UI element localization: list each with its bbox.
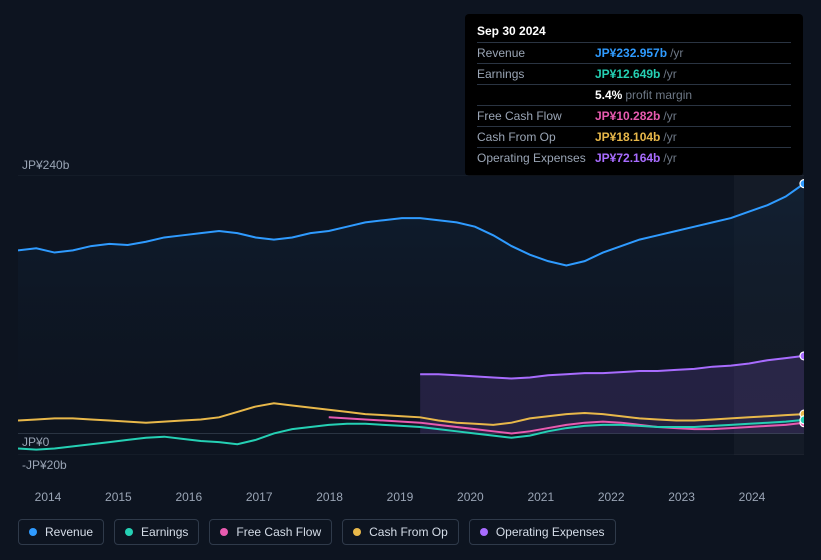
tooltip-suffix: /yr xyxy=(663,65,676,83)
legend-dot-icon xyxy=(220,528,228,536)
tooltip-suffix: /yr xyxy=(663,128,676,146)
tooltip-metric-value: JP¥18.104b xyxy=(595,128,660,146)
y-axis-label: -JP¥20b xyxy=(22,458,67,472)
legend-dot-icon xyxy=(29,528,37,536)
legend-label: Free Cash Flow xyxy=(236,525,321,539)
tooltip-row: Cash From OpJP¥18.104b/yr xyxy=(477,126,791,147)
tooltip-metric-value: 5.4% xyxy=(595,86,622,104)
tooltip-suffix: /yr xyxy=(663,107,676,125)
x-axis-label: 2022 xyxy=(598,490,625,504)
legend-item[interactable]: Operating Expenses xyxy=(469,519,616,545)
x-axis-label: 2024 xyxy=(739,490,766,504)
tooltip-suffix: /yr xyxy=(670,44,683,62)
tooltip-date: Sep 30 2024 xyxy=(477,22,791,40)
financials-chart xyxy=(18,175,804,455)
legend-item[interactable]: Earnings xyxy=(114,519,199,545)
tooltip-metric-value: JP¥232.957b xyxy=(595,44,667,62)
x-axis-label: 2017 xyxy=(246,490,273,504)
tooltip-row: Free Cash FlowJP¥10.282b/yr xyxy=(477,105,791,126)
y-axis-label: JP¥240b xyxy=(22,158,69,172)
x-axis-label: 2021 xyxy=(527,490,554,504)
legend-dot-icon xyxy=(125,528,133,536)
tooltip-metric-label xyxy=(477,86,595,104)
legend-item[interactable]: Free Cash Flow xyxy=(209,519,332,545)
tooltip-row: RevenueJP¥232.957b/yr xyxy=(477,42,791,63)
legend-label: Cash From Op xyxy=(369,525,448,539)
tooltip-suffix: /yr xyxy=(663,149,676,167)
legend-label: Earnings xyxy=(141,525,188,539)
x-axis-label: 2016 xyxy=(175,490,202,504)
legend-item[interactable]: Revenue xyxy=(18,519,104,545)
legend-item[interactable]: Cash From Op xyxy=(342,519,459,545)
tooltip-row: EarningsJP¥12.649b/yr xyxy=(477,63,791,84)
x-axis-label: 2014 xyxy=(35,490,62,504)
x-axis-label: 2018 xyxy=(316,490,343,504)
x-axis-label: 2023 xyxy=(668,490,695,504)
chart-tooltip: Sep 30 2024 RevenueJP¥232.957b/yrEarning… xyxy=(465,14,803,176)
legend-dot-icon xyxy=(480,528,488,536)
tooltip-metric-label: Revenue xyxy=(477,44,595,62)
x-axis-label: 2015 xyxy=(105,490,132,504)
tooltip-metric-value: JP¥12.649b xyxy=(595,65,660,83)
legend-dot-icon xyxy=(353,528,361,536)
legend-label: Revenue xyxy=(45,525,93,539)
tooltip-metric-value: JP¥10.282b xyxy=(595,107,660,125)
tooltip-metric-label: Earnings xyxy=(477,65,595,83)
x-axis-label: 2019 xyxy=(387,490,414,504)
legend-label: Operating Expenses xyxy=(496,525,605,539)
tooltip-suffix: profit margin xyxy=(625,86,692,104)
chart-legend: Revenue Earnings Free Cash Flow Cash From O… xyxy=(18,519,616,545)
tooltip-metric-label: Cash From Op xyxy=(477,128,595,146)
tooltip-row: 5.4%profit margin xyxy=(477,84,791,105)
tooltip-metric-label: Free Cash Flow xyxy=(477,107,595,125)
tooltip-metric-label: Operating Expenses xyxy=(477,149,595,167)
y-axis-label: JP¥0 xyxy=(22,435,49,449)
tooltip-row: Operating ExpensesJP¥72.164b/yr xyxy=(477,147,791,168)
tooltip-metric-value: JP¥72.164b xyxy=(595,149,660,167)
x-axis-label: 2020 xyxy=(457,490,484,504)
